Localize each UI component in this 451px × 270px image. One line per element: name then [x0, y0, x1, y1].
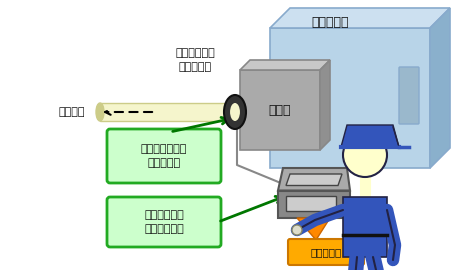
FancyBboxPatch shape — [287, 239, 363, 265]
FancyBboxPatch shape — [100, 103, 239, 121]
Polygon shape — [277, 168, 349, 191]
Polygon shape — [429, 8, 449, 168]
Ellipse shape — [96, 103, 104, 121]
FancyBboxPatch shape — [107, 129, 221, 183]
FancyBboxPatch shape — [342, 197, 386, 257]
Text: 高周波センサー
（分割型）: 高周波センサー （分割型） — [141, 144, 187, 168]
Text: ポータブル型
モータ用心棒: ポータブル型 モータ用心棒 — [144, 210, 184, 234]
Ellipse shape — [224, 95, 245, 129]
Polygon shape — [285, 174, 341, 185]
Polygon shape — [319, 60, 329, 150]
FancyBboxPatch shape — [269, 28, 429, 168]
FancyBboxPatch shape — [285, 195, 335, 211]
Text: 電気室へ: 電気室へ — [59, 107, 85, 117]
Circle shape — [291, 225, 301, 235]
Polygon shape — [296, 218, 329, 240]
Text: 計測開始！: 計測開始！ — [310, 247, 341, 257]
FancyBboxPatch shape — [277, 191, 349, 218]
Ellipse shape — [230, 103, 239, 121]
FancyBboxPatch shape — [398, 67, 418, 124]
FancyBboxPatch shape — [107, 197, 221, 247]
Circle shape — [342, 133, 386, 177]
Text: 高圧電動機: 高圧電動機 — [311, 15, 348, 29]
Text: 端子箱: 端子箱 — [268, 103, 290, 116]
Polygon shape — [239, 60, 329, 70]
FancyBboxPatch shape — [239, 70, 319, 150]
Polygon shape — [269, 8, 449, 28]
Polygon shape — [340, 125, 398, 147]
Text: 高圧ケーブル
（電線管）: 高圧ケーブル （電線管） — [175, 48, 214, 72]
